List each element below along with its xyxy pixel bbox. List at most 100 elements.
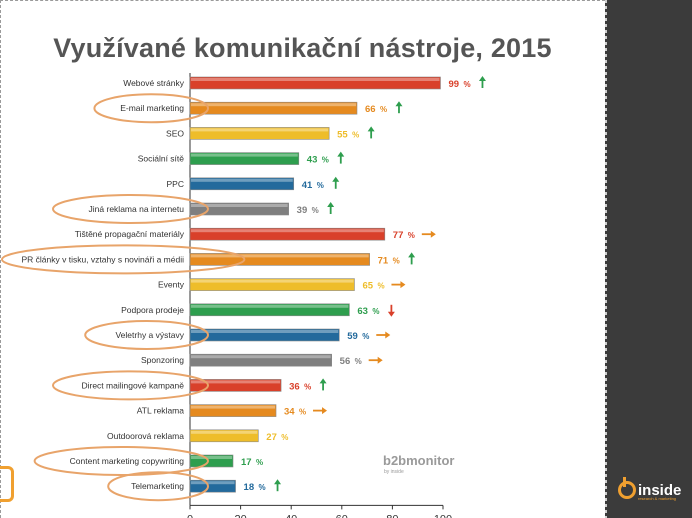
bar-chart: 0 20 40 60 80 100 Webové stránky 99% E-mail mark… (1, 73, 486, 518)
data-label: 39 (297, 205, 308, 216)
data-label: 66 (365, 104, 376, 115)
data-label: 43 (307, 155, 318, 166)
x-tick-label: 80 (386, 513, 398, 518)
trend-up-arrow-head (274, 479, 282, 485)
data-label-unit: % (393, 256, 400, 265)
data-label: 56 (340, 356, 351, 367)
data-label-unit: % (304, 382, 311, 391)
category-label: Jiná reklama na internetu (89, 204, 185, 214)
data-label: 65 (362, 281, 373, 292)
bar (189, 454, 234, 468)
bar-highlight (191, 254, 369, 258)
category-label: Webové stránky (123, 78, 185, 88)
category-label: SEO (166, 128, 184, 138)
trend-up-arrow-head (395, 101, 403, 107)
highlight-ellipse (1, 244, 246, 275)
bar (189, 429, 259, 443)
trend-flat-arrow-head (377, 356, 383, 364)
data-label: 77 (393, 230, 404, 241)
category-label: Content marketing copywriting (70, 456, 185, 466)
bar (189, 177, 295, 191)
bar (189, 127, 330, 140)
category-label: Outdoorová reklama (107, 431, 184, 441)
bar (189, 101, 358, 115)
data-label-unit: % (256, 458, 263, 467)
bar (189, 152, 300, 165)
bar-highlight (191, 128, 329, 132)
trend-flat-arrow-head (322, 407, 328, 415)
data-label-unit: % (463, 80, 470, 89)
bar (189, 278, 355, 291)
highlight-ellipse (84, 320, 210, 350)
bar-highlight (191, 78, 440, 81)
data-label-unit: % (377, 282, 384, 291)
bar (189, 227, 386, 241)
data-label-unit: % (259, 483, 266, 492)
x-tick-label: 20 (234, 513, 246, 518)
bar (189, 353, 332, 367)
trend-down-arrow-head (387, 311, 395, 317)
data-label-unit: % (322, 156, 329, 165)
highlight-ellipse (33, 446, 209, 476)
bar (189, 328, 340, 342)
bar (189, 303, 350, 317)
data-label-unit: % (408, 231, 415, 240)
data-label: 41 (302, 180, 313, 191)
logo-text: inside (638, 481, 682, 499)
data-label: 18 (244, 482, 255, 493)
data-label-unit: % (317, 181, 324, 190)
trend-flat-arrow-head (400, 281, 406, 289)
category-label: E-mail marketing (120, 103, 184, 113)
bar (189, 253, 370, 266)
data-label: 63 (357, 306, 368, 317)
category-label: Telemarketing (131, 481, 184, 491)
bar (189, 379, 282, 392)
category-label: PR články v tisku, vztahy s novináři a m… (21, 254, 184, 264)
bar-highlight (191, 481, 235, 485)
data-label: 71 (378, 255, 389, 266)
bar-highlight (191, 355, 331, 359)
trend-flat-arrow-head (385, 331, 391, 339)
sidebar-panel (605, 0, 692, 518)
category-label: PPC (167, 179, 184, 189)
highlight-ellipse (52, 194, 209, 224)
b2bmonitor-watermark: b2bmonitor (383, 453, 455, 468)
bar-highlight (191, 304, 349, 308)
data-label: 34 (284, 407, 295, 418)
data-label: 55 (337, 129, 348, 140)
data-label-unit: % (380, 105, 387, 114)
logo-icon (618, 477, 636, 499)
x-tick-label: 40 (285, 513, 297, 518)
x-tick-label: 0 (187, 513, 193, 518)
trend-up-arrow-head (332, 176, 340, 182)
data-label-unit: % (312, 206, 319, 215)
highlight-ellipse (107, 471, 210, 502)
decorative-corner-mark (0, 466, 14, 502)
category-label: Sponzoring (141, 355, 184, 365)
bar-highlight (191, 103, 356, 107)
data-label-unit: % (281, 433, 288, 442)
bar-highlight (191, 456, 233, 459)
highlight-ellipse (93, 93, 209, 124)
category-label: Eventy (158, 280, 185, 290)
trend-up-arrow-head (327, 202, 335, 207)
bar-highlight (191, 279, 354, 283)
category-label: Tištěné propagační materiály (75, 229, 185, 239)
data-label-unit: % (355, 357, 362, 366)
watermark-byline: by inside (384, 469, 404, 475)
data-label: 59 (347, 331, 358, 342)
trend-up-arrow-head (408, 252, 416, 258)
data-label: 17 (241, 457, 252, 468)
data-label-unit: % (372, 307, 379, 316)
bar-highlight (191, 380, 281, 384)
trend-up-arrow-head (319, 378, 327, 384)
trend-flat-arrow-head (430, 230, 436, 238)
trend-up-arrow-head (337, 151, 345, 157)
bar-highlight (191, 405, 276, 409)
highlight-ellipse (52, 370, 209, 401)
bar (189, 479, 236, 493)
category-label: Veletrhy a výstavy (115, 330, 184, 340)
x-tick-label: 60 (336, 513, 348, 518)
data-label: 27 (266, 432, 277, 443)
bar-highlight (191, 178, 293, 182)
